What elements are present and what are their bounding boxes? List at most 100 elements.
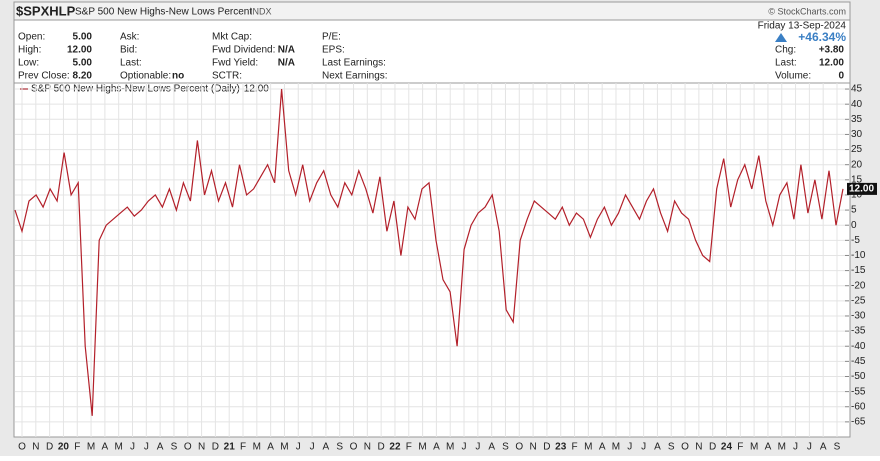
- field-label: Low:: [18, 58, 39, 69]
- field-label: Optionable:: [120, 71, 171, 82]
- x-tick-label: A: [102, 442, 109, 453]
- field-value: 5.00: [73, 32, 93, 43]
- x-tick-label: A: [323, 442, 330, 453]
- x-tick-label: J: [462, 442, 467, 453]
- x-tick-label: M: [446, 442, 454, 453]
- field-label: High:: [18, 45, 41, 56]
- title-bar: [13, 1, 851, 21]
- x-tick-label: M: [418, 442, 426, 453]
- x-tick-label: M: [87, 442, 95, 453]
- x-tick-label: A: [820, 442, 827, 453]
- field-label: Last:: [775, 58, 797, 69]
- x-tick-label: N: [695, 442, 702, 453]
- y-tick-label: -20: [851, 280, 866, 291]
- x-tick-label: J: [641, 442, 646, 453]
- y-tick-label: -50: [851, 371, 866, 382]
- plot-area: [13, 82, 851, 438]
- field-value: 0: [838, 71, 844, 82]
- y-tick-label: -10: [851, 250, 866, 261]
- field-value: no: [172, 71, 184, 82]
- x-tick-label: M: [612, 442, 620, 453]
- y-tick-label: -40: [851, 341, 866, 352]
- field-label: Mkt Cap:: [212, 32, 252, 43]
- y-tick-label: 20: [851, 159, 863, 170]
- x-tick-label: 22: [389, 442, 401, 453]
- x-tick-label: J: [296, 442, 301, 453]
- x-tick-label: J: [627, 442, 632, 453]
- y-tick-label: 0: [851, 220, 857, 231]
- field-value: 12.00: [67, 45, 92, 56]
- field-label: Last Earnings:: [322, 58, 386, 69]
- y-tick-label: -60: [851, 401, 866, 412]
- x-tick-label: O: [681, 442, 689, 453]
- x-tick-label: D: [709, 442, 716, 453]
- x-tick-label: J: [144, 442, 149, 453]
- x-tick-label: 24: [721, 442, 733, 453]
- x-tick-label: M: [750, 442, 758, 453]
- x-tick-label: A: [433, 442, 440, 453]
- x-tick-label: J: [793, 442, 798, 453]
- x-tick-label: J: [807, 442, 812, 453]
- series-line: [14, 89, 844, 416]
- x-tick-label: N: [32, 442, 39, 453]
- x-tick-label: D: [212, 442, 219, 453]
- field-value: 8.20: [73, 71, 93, 82]
- x-tick-label: A: [157, 442, 164, 453]
- field-label: P/E:: [322, 32, 341, 43]
- field-label: Open:: [18, 32, 45, 43]
- y-tick-label: -25: [851, 295, 866, 306]
- field-label: Next Earnings:: [322, 71, 388, 82]
- y-tick-label: -30: [851, 311, 866, 322]
- x-tick-label: S: [834, 442, 841, 453]
- x-tick-label: N: [364, 442, 371, 453]
- y-tick-label: -55: [851, 386, 866, 397]
- x-tick-label: J: [310, 442, 315, 453]
- date: Friday 13-Sep-2024: [758, 21, 847, 32]
- y-tick-label: 25: [851, 144, 863, 155]
- up-arrow: [775, 33, 787, 42]
- field-value: +3.80: [819, 45, 845, 56]
- field-label: Fwd Dividend:: [212, 45, 275, 56]
- x-tick-label: A: [599, 442, 606, 453]
- x-tick-label: S: [171, 442, 178, 453]
- change-pct: +46.34%: [798, 30, 846, 44]
- x-tick-label: M: [778, 442, 786, 453]
- x-tick-label: F: [240, 442, 246, 453]
- current-value-label: 12.00: [849, 184, 874, 195]
- y-tick-label: 45: [851, 84, 863, 95]
- field-value: 12.00: [819, 58, 844, 69]
- x-tick-label: M: [584, 442, 592, 453]
- x-tick-label: M: [280, 442, 288, 453]
- x-tick-label: J: [130, 442, 135, 453]
- field-label: EPS:: [322, 45, 345, 56]
- y-tick-label: -65: [851, 417, 866, 428]
- field-label: Fwd Yield:: [212, 58, 258, 69]
- field-label: Bid:: [120, 45, 137, 56]
- x-tick-label: A: [765, 442, 772, 453]
- x-tick-label: 21: [224, 442, 236, 453]
- x-tick-label: D: [46, 442, 53, 453]
- field-label: SCTR:: [212, 71, 242, 82]
- x-tick-label: O: [350, 442, 358, 453]
- x-tick-label: O: [184, 442, 192, 453]
- x-tick-label: 23: [555, 442, 567, 453]
- field-value: 5.00: [73, 58, 93, 69]
- field-label: Last:: [120, 58, 142, 69]
- field-label: Prev Close:: [18, 71, 70, 82]
- symbol-name: S&P 500 New Highs-New Lows Percent: [75, 7, 252, 18]
- y-tick-label: 10: [851, 190, 863, 201]
- field-label: Chg:: [775, 45, 796, 56]
- y-tick-label: 35: [851, 114, 863, 125]
- x-tick-label: 20: [58, 442, 70, 453]
- x-tick-label: N: [529, 442, 536, 453]
- x-tick-label: A: [488, 442, 495, 453]
- source: © StockCharts.com: [768, 6, 846, 16]
- y-tick-label: 40: [851, 99, 863, 110]
- x-tick-label: D: [378, 442, 385, 453]
- x-tick-label: M: [253, 442, 261, 453]
- y-tick-label: -45: [851, 356, 866, 367]
- field-value: N/A: [278, 58, 295, 69]
- x-tick-label: F: [571, 442, 577, 453]
- x-tick-label: F: [406, 442, 412, 453]
